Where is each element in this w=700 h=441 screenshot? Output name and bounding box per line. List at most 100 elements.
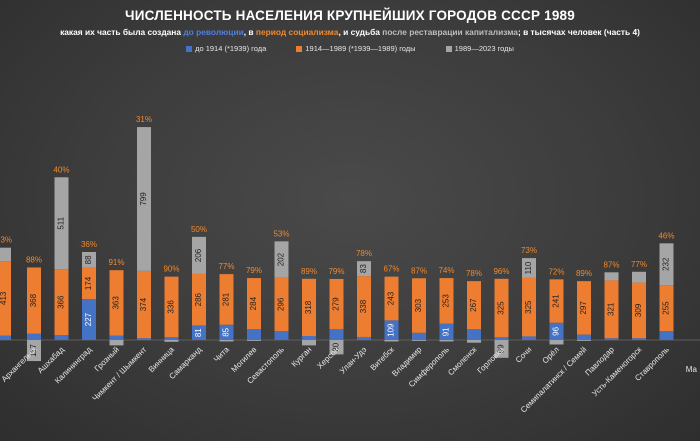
bar-blue-2 [82, 299, 96, 340]
percent-label-11: 79% [328, 267, 344, 276]
bar-grey-12 [357, 261, 371, 277]
percent-label-17: 96% [493, 267, 509, 276]
category-label-18: Сочи [514, 345, 534, 365]
value-label-grey-23: 232 [662, 257, 671, 271]
bar-grey-4 [137, 127, 151, 271]
value-label-orange-8: 284 [249, 296, 258, 310]
value-label-orange-18: 325 [524, 300, 533, 314]
bar-orange-12 [357, 276, 371, 337]
bar-grey-23 [659, 243, 674, 286]
bar-orange-23 [659, 285, 674, 331]
bar-orange-8 [247, 278, 261, 330]
bar-blue-9 [274, 331, 289, 340]
bar-blue-23 [659, 331, 674, 340]
bar-blue-14 [412, 332, 426, 340]
percent-label-10: 89% [301, 267, 317, 276]
bar-orange-17 [494, 278, 509, 338]
percent-label-15: 74% [438, 266, 454, 275]
percent-label-4: 31% [136, 115, 152, 124]
category-label-11: Херсон [315, 345, 341, 371]
bar-grey-14 [412, 340, 426, 341]
bar-grey-16 [467, 340, 481, 343]
subtitle-text-2: , в [243, 27, 256, 37]
bar-grey-5 [164, 340, 179, 342]
bar-grey-15 [439, 340, 454, 342]
subtitle-revolution: до революции [183, 27, 244, 37]
value-label-orange-9: 296 [277, 297, 286, 311]
chart-title: ЧИСЛЕННОСТЬ НАСЕЛЕНИЯ КРУПНЕЙШИХ ГОРОДОВ… [125, 8, 575, 23]
bar-orange-19 [549, 279, 564, 323]
legend-label-soviet: 1914—1989 (*1939—1989) годы [305, 44, 416, 53]
bar-blue-19 [549, 322, 564, 340]
chart-subtitle: какая их часть была создана до революции… [0, 27, 700, 37]
subtitle-text-3: , и судьба [338, 27, 383, 37]
percent-label-14: 87% [411, 266, 427, 275]
category-label-10: Курган [290, 345, 314, 369]
percent-label-partial-left: 63% [0, 236, 12, 245]
percent-label-21: 87% [603, 260, 619, 269]
bar-blue-7 [219, 324, 234, 340]
bar-blue-3 [109, 335, 124, 340]
percent-label-22: 77% [631, 260, 647, 269]
bar-orange-partial-left [0, 261, 11, 336]
bar-grey-17 [494, 340, 509, 358]
value-label-orange-14: 303 [414, 298, 423, 312]
bar-orange-22 [632, 282, 646, 339]
bar-grey-22 [632, 271, 646, 283]
value-label-orange-0: 368 [29, 293, 38, 307]
bar-grey-20 [577, 340, 591, 341]
value-label-orange-20: 297 [579, 301, 588, 315]
bar-grey-7 [219, 340, 234, 342]
bar-blue-20 [577, 334, 591, 340]
percent-label-6: 50% [191, 225, 207, 234]
bar-grey-19 [549, 340, 564, 345]
bar-orange-15 [439, 278, 454, 324]
value-label-grey-2: 88 [84, 255, 93, 264]
bar-grey-13 [384, 340, 399, 342]
category-label-0: Архангельск [0, 345, 39, 384]
legend: до 1914 (*1939) года 1914—1989 (*1939—19… [0, 44, 700, 53]
value-label-orange-6: 286 [194, 292, 203, 306]
bar-blue-16 [467, 329, 481, 340]
subtitle-text-1: какая их часть была создана [60, 27, 184, 37]
percent-label-12: 78% [356, 249, 372, 258]
bar-orange-0 [27, 267, 41, 334]
bar-blue-12 [357, 336, 371, 340]
bar-grey-6 [192, 236, 206, 274]
percent-label-2: 36% [81, 240, 97, 249]
bar-blue-10 [302, 336, 316, 340]
value-label-orange-22: 309 [634, 303, 643, 317]
bar-orange-3 [109, 270, 124, 336]
category-label-partial-right: Ма [686, 365, 698, 374]
value-label-grey-9: 202 [277, 252, 286, 266]
category-label-7: Чита [212, 345, 231, 364]
bar-blue-15 [439, 323, 454, 340]
percent-label-23: 46% [658, 231, 674, 240]
value-label-orange-5: 336 [167, 300, 176, 314]
value-label-grey-11: 80 [332, 342, 341, 351]
value-label-grey-4: 799 [139, 192, 148, 206]
value-label-grey-12: 83 [359, 264, 368, 273]
legend-item-soviet: 1914—1989 (*1939—1989) годы [296, 44, 416, 53]
value-label-orange-23: 255 [662, 301, 671, 315]
value-label-blue-15: 91 [442, 327, 451, 336]
bar-orange-4 [137, 270, 151, 339]
legend-swatch-orange [296, 46, 303, 53]
bar-blue-13 [384, 320, 399, 340]
bar-blue-partial-left [0, 335, 11, 340]
bar-grey-21 [604, 272, 619, 281]
bar-orange-11 [329, 278, 344, 330]
value-label-orange-17: 325 [497, 301, 506, 315]
legend-label-pre1914: до 1914 (*1939) года [195, 44, 267, 53]
category-label-16: Смоленск [446, 345, 479, 378]
value-label-grey-18: 110 [524, 261, 533, 274]
category-label-19: Орёл [541, 345, 562, 366]
percent-label-8: 79% [246, 266, 262, 275]
bar-orange-18 [522, 277, 536, 337]
bar-blue-0 [27, 333, 41, 340]
value-label-orange-10: 318 [304, 300, 313, 314]
value-label-orange-21: 321 [607, 302, 616, 316]
value-label-orange-3: 363 [112, 296, 121, 310]
value-label-grey-0: 117 [29, 344, 38, 357]
